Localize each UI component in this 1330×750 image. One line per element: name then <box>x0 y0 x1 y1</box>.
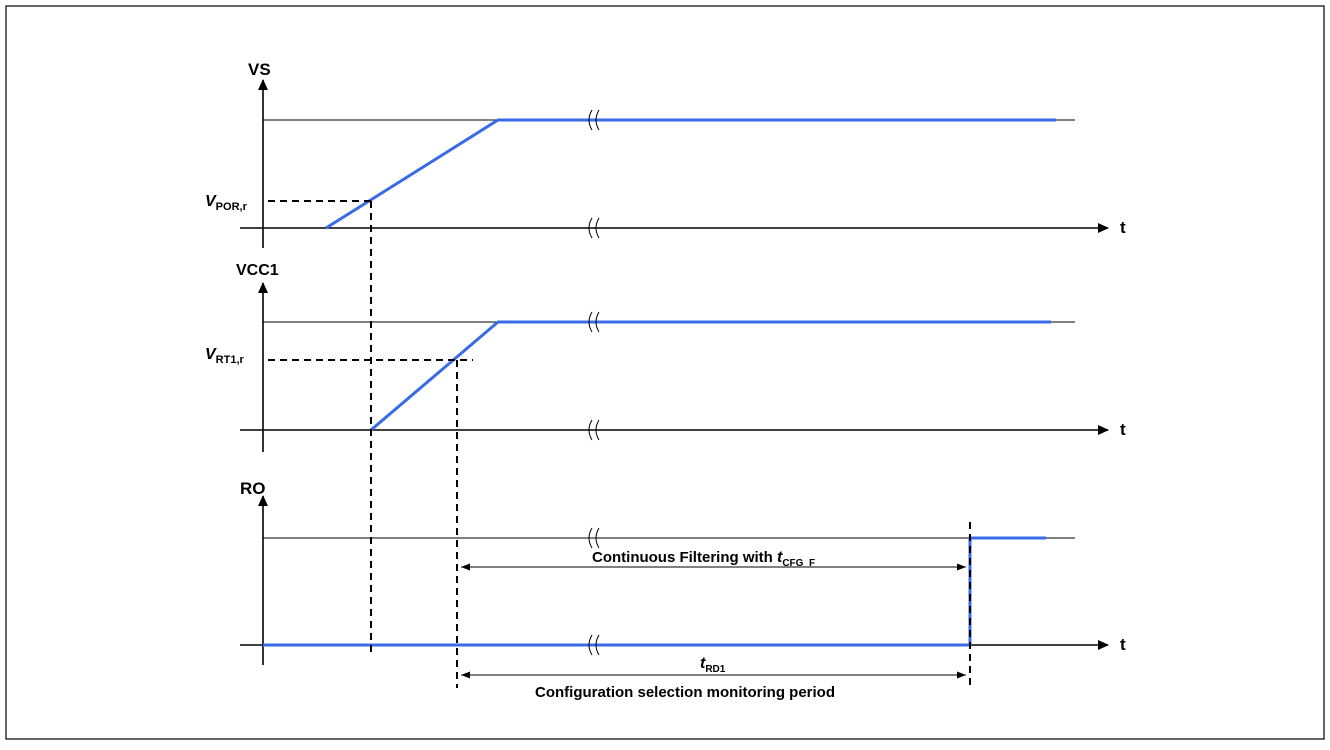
vs-panel: VS t VPOR,r <box>205 60 1126 248</box>
vcc1-label: VCC1 <box>236 262 279 279</box>
break-icon <box>588 217 600 239</box>
monitoring-period-label: Configuration selection monitoring perio… <box>535 684 835 701</box>
break-icon <box>588 109 600 131</box>
vs-waveform <box>325 118 1056 230</box>
vcc1-panel: VCC1 t VRT1,r <box>205 262 1126 452</box>
vpor-label: VPOR,r <box>205 193 248 213</box>
vs-time-label: t <box>1120 218 1126 237</box>
vcc1-time-label: t <box>1120 420 1126 439</box>
figure-frame <box>5 5 1325 740</box>
filtering-label: Continuous Filtering with tCFG_F <box>592 549 815 569</box>
ro-panel: RO t <box>240 479 1126 665</box>
ro-label: RO <box>240 479 266 498</box>
axis-break-symbols <box>588 109 600 656</box>
trd1-label: tRD1 <box>700 655 726 675</box>
ro-waveform <box>263 536 1046 647</box>
vcc1-waveform <box>370 320 1051 432</box>
vs-label: VS <box>248 60 271 79</box>
break-icon <box>588 634 600 656</box>
break-icon <box>588 311 600 333</box>
ro-time-label: t <box>1120 635 1126 654</box>
break-icon <box>588 419 600 441</box>
break-icon <box>588 527 600 549</box>
vrt1-label: VRT1,r <box>205 346 245 366</box>
